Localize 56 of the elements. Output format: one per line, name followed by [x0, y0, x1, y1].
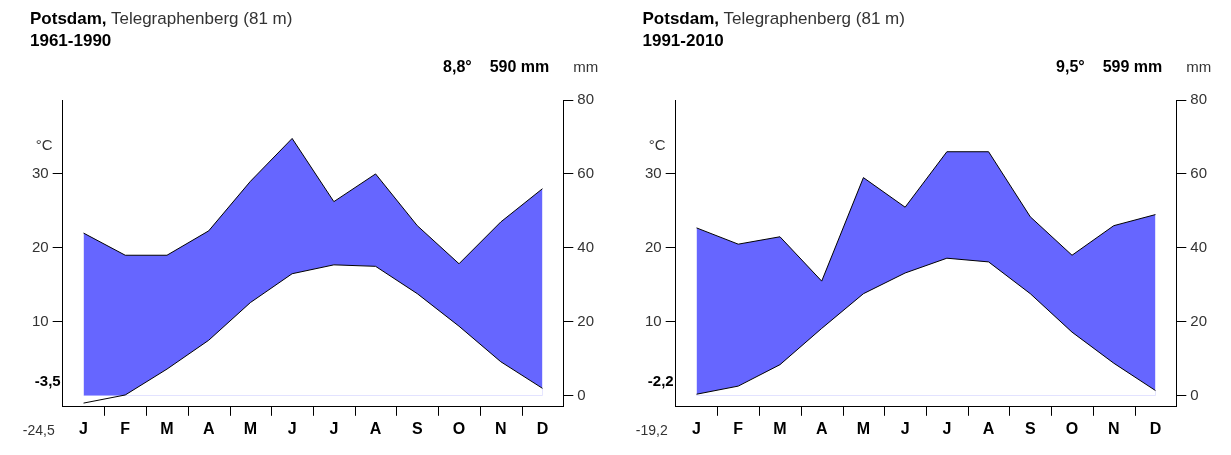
x-tick-label: A [369, 419, 382, 437]
x-tick-label: J [691, 419, 701, 437]
x-tick-label: J [329, 419, 339, 437]
x-tick-label: F [732, 419, 743, 437]
text: -24,5 [22, 421, 55, 438]
y2-tick-label: 0 [577, 385, 586, 403]
text: 8,8° [443, 58, 472, 76]
y2-tick-label: 60 [1189, 164, 1207, 182]
y2-tick-label: 40 [577, 238, 594, 255]
x-tick-label: N [1107, 419, 1120, 437]
y-tick-label: 10 [644, 311, 662, 329]
text: -3,5 [34, 371, 61, 389]
y2-axis-title: mm [573, 58, 599, 76]
x-tick-label: A [982, 419, 995, 437]
y-tick-label: 30 [644, 164, 662, 182]
y-tick-label: 20 [32, 238, 49, 255]
x-tick-label: M [243, 419, 258, 437]
y-tick-label: 20 [644, 238, 662, 255]
chart-subtitle: 1961-1990 [29, 30, 113, 52]
y2-axis-title: mm [1185, 58, 1211, 76]
chart-subtitle: 1991-2010 [641, 30, 725, 52]
y2-tick-label: 60 [577, 164, 594, 182]
y-tick-label: 10 [32, 311, 49, 329]
x-tick-label: N [494, 419, 507, 437]
y2-tick-label: 20 [577, 311, 594, 329]
x-tick-label: M [772, 419, 787, 437]
y2-tick-label: 80 [1189, 90, 1207, 108]
x-tick-label: J [900, 419, 910, 437]
y2-tick-label: 40 [1189, 238, 1207, 255]
y2-tick-label: 80 [577, 90, 594, 108]
x-tick-label: J [941, 419, 951, 437]
x-tick-label: J [287, 419, 297, 437]
chart-title: Potsdam, Telegraphenberg (81 m) [642, 9, 905, 28]
x-tick-label: S [411, 419, 423, 437]
x-tick-label: M [160, 419, 174, 437]
x-tick-label: J [79, 419, 88, 437]
text: -2,2 [647, 371, 674, 389]
chart-title: Potsdam, Telegraphenberg (81 m) [30, 9, 293, 28]
y-axis-title: °C [648, 136, 666, 154]
text: -19,2 [635, 421, 668, 438]
text: 590 mm [489, 58, 550, 76]
text: 599 mm [1102, 58, 1162, 76]
x-tick-label: O [1065, 419, 1078, 437]
x-tick-label: A [202, 419, 215, 437]
text: 9,5° [1055, 58, 1085, 76]
x-tick-label: D [1149, 419, 1161, 437]
y2-tick-label: 0 [1189, 385, 1199, 403]
x-tick-label: O [452, 419, 466, 437]
y2-tick-label: 20 [1189, 311, 1207, 329]
x-tick-label: M [856, 419, 870, 437]
y-axis-title: °C [35, 136, 53, 154]
x-tick-label: A [815, 419, 828, 437]
y-tick-label: 30 [32, 164, 49, 182]
x-tick-label: F [120, 419, 131, 437]
x-tick-label: S [1024, 419, 1036, 437]
x-tick-label: D [536, 419, 549, 437]
